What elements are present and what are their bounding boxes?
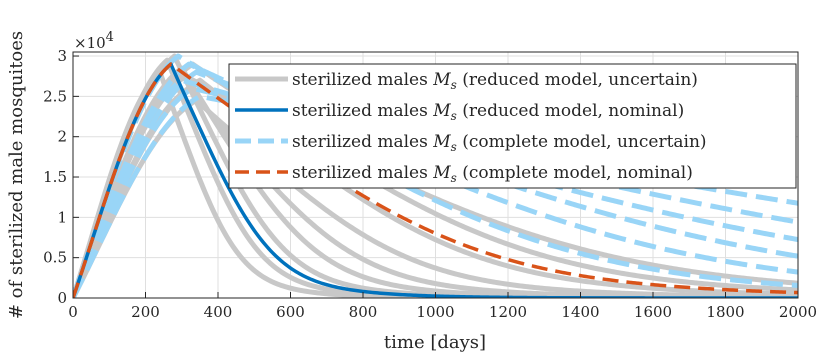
series-layer bbox=[73, 53, 798, 298]
legend: sterilized males Ms (reduced model, unce… bbox=[228, 63, 797, 189]
legend-entry-label: sterilized males Ms (complete model, nom… bbox=[292, 163, 693, 185]
y-axis-label: # of sterilized male mosquitoes bbox=[6, 31, 27, 319]
x-tick-label: 1000 bbox=[416, 303, 454, 321]
legend-box bbox=[228, 63, 797, 189]
y-tick-label: 0.5 bbox=[43, 249, 67, 267]
x-tick-label: 0 bbox=[68, 303, 78, 321]
x-tick-label: 1600 bbox=[634, 303, 672, 321]
y-tick-label: 3 bbox=[57, 47, 67, 65]
x-tick-label: 400 bbox=[204, 303, 233, 321]
x-tick-label: 600 bbox=[276, 303, 305, 321]
ticks: 0 200 400 600 800 1000 1200 1400 1600 1800 2000 0 0.… bbox=[43, 47, 817, 321]
y-tick-label: 1.5 bbox=[43, 168, 67, 186]
y-tick-label: 2.5 bbox=[43, 87, 67, 105]
y-tick-label: 2 bbox=[57, 128, 67, 146]
y-tick-label: 1 bbox=[57, 208, 67, 226]
legend-entry-label: sterilized males Ms (reduced model, nomi… bbox=[292, 101, 684, 123]
y-tick-label: 0 bbox=[57, 289, 67, 307]
x-tick-label: 1200 bbox=[489, 303, 527, 321]
legend-entry-label: sterilized males Ms (complete model, unc… bbox=[292, 132, 707, 154]
x-tick-label: 800 bbox=[349, 303, 378, 321]
legend-entry-label: sterilized males Ms (reduced model, unce… bbox=[292, 70, 698, 92]
x-tick-label: 1800 bbox=[706, 303, 744, 321]
x-tick-label: 1400 bbox=[561, 303, 599, 321]
x-tick-label: 2000 bbox=[779, 303, 817, 321]
y-multiplier: ×104 bbox=[74, 30, 114, 52]
x-axis-label: time [days] bbox=[384, 332, 486, 353]
x-tick-label: 200 bbox=[131, 303, 160, 321]
series-line-complete-nominal bbox=[73, 62, 798, 298]
